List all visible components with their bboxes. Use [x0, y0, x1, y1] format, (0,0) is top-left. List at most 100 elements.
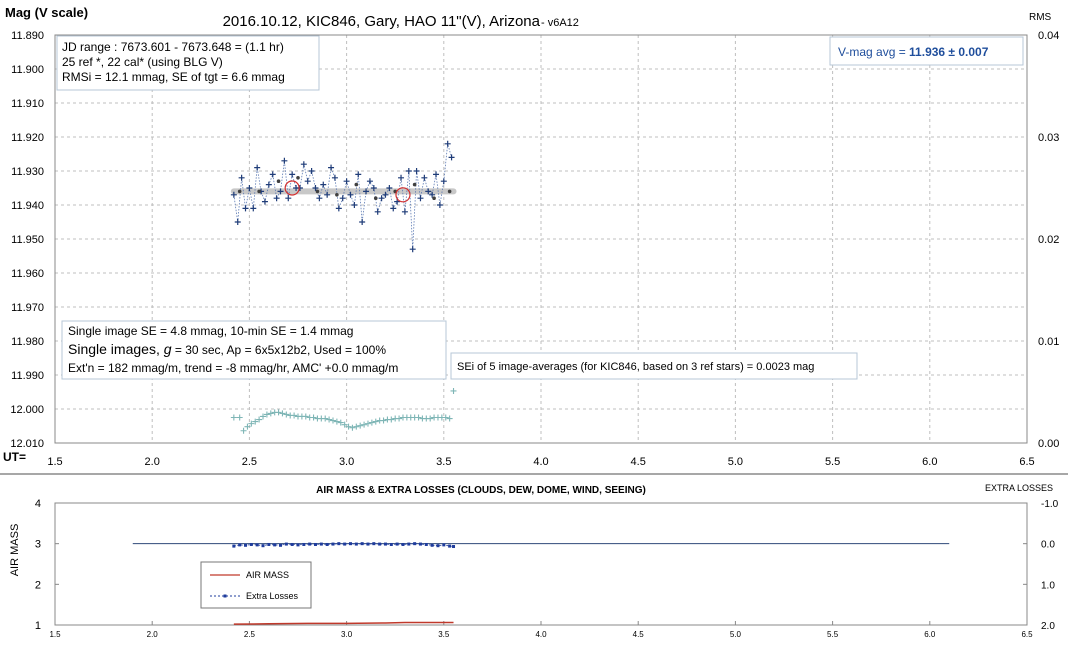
avg-point	[447, 189, 452, 194]
bottom-y2-tick-label: 2.0	[1041, 621, 1055, 632]
rms-point	[302, 413, 309, 420]
x-tick-label: 4.5	[631, 456, 646, 468]
mag-point	[269, 171, 276, 178]
mag-point	[320, 181, 327, 188]
mag-point	[331, 174, 338, 181]
top-grid	[54, 34, 1028, 444]
extra-losses-point	[249, 542, 253, 546]
y2-tick-label: 0.02	[1038, 234, 1059, 246]
rms-point	[256, 416, 263, 423]
avg-point	[373, 196, 378, 200]
mag-point	[250, 205, 257, 212]
mag-point	[316, 195, 323, 202]
rms-point	[442, 414, 449, 421]
extra-losses-point	[267, 542, 271, 546]
y-tick-label: 12.000	[10, 404, 44, 416]
mag-point	[351, 202, 358, 208]
bottom-y-axis-label: AIR MASS	[9, 524, 21, 577]
mag-point	[273, 195, 280, 202]
info-line: RMSi = 12.1 mmag, SE of tgt = 6.6 mmag	[62, 70, 285, 84]
rms-point	[388, 416, 395, 423]
extra-losses-point	[273, 543, 277, 547]
bottom-x-tick-label: 3.5	[438, 630, 450, 639]
mag-point	[242, 205, 249, 212]
mag-point	[421, 174, 428, 181]
mag-point	[366, 178, 373, 185]
mag-point	[417, 195, 424, 202]
chart-title: 2016.10.12, KIC846, Gary, HAO 11"(V), Ar…	[223, 13, 541, 30]
average-box: V-mag avg = 11.936 ± 0.007	[829, 36, 1024, 66]
x-tick-label: 3.5	[436, 456, 451, 468]
bottom-x-tick-label: 6.0	[924, 630, 936, 639]
bottom-x-tick-label: 5.5	[827, 630, 839, 639]
top-data-marks	[230, 140, 457, 434]
bottom-y2-tick-label: 0.0	[1041, 540, 1055, 551]
y2-tick-label: 0.00	[1038, 438, 1059, 450]
mag-point	[339, 195, 346, 202]
mag-point	[304, 178, 311, 185]
rms-point	[322, 415, 329, 422]
y2-axis-label: RMS	[1029, 12, 1052, 23]
extra-losses-point	[296, 543, 300, 547]
single-line-3: Ext'n = 182 mmag/m, trend = -8 mmag/hr, …	[68, 361, 398, 375]
mag-point	[390, 205, 397, 212]
mag-point	[444, 140, 451, 147]
bottom-x-tick-label: 5.0	[730, 630, 742, 639]
y2-tick-label: 0.03	[1038, 132, 1059, 144]
mag-point	[281, 157, 288, 164]
bottom-chart-title: AIR MASS & EXTRA LOSSES (CLOUDS, DEW, DO…	[316, 485, 646, 496]
rms-point	[260, 413, 267, 420]
extra-losses-point	[378, 542, 382, 546]
x-tick-label: 2.0	[145, 456, 160, 468]
rms-point	[244, 423, 251, 430]
mag-point	[382, 191, 389, 198]
single-line-2-g: g	[164, 341, 172, 357]
y-tick-label: 11.950	[11, 234, 44, 246]
y2-tick-label: 0.04	[1038, 30, 1059, 42]
y2-tick-label: 0.01	[1038, 336, 1059, 348]
rms-point	[329, 417, 336, 424]
y-tick-label: 11.980	[11, 336, 44, 348]
rms-point	[230, 414, 237, 421]
bottom-x-tick-label: 3.0	[341, 630, 353, 639]
bottom-y2-ticks: -1.0 0.0 1.0 2.0	[1023, 499, 1059, 632]
mag-point	[277, 188, 284, 195]
rms-point	[446, 415, 453, 422]
avg-point	[257, 189, 261, 194]
avg-point	[315, 189, 320, 194]
bottom-y-tick-label: 1	[35, 620, 41, 632]
x-tick-label: 2.5	[242, 456, 257, 468]
rms-point	[353, 423, 360, 430]
mag-point	[230, 191, 237, 198]
rms-point	[427, 415, 434, 422]
avg-value: 11.936	[909, 45, 945, 59]
extra-losses-point	[442, 543, 446, 547]
mag-point	[363, 188, 370, 195]
x-tick-label: 6.0	[922, 456, 937, 468]
rms-point	[291, 412, 298, 419]
mag-point	[234, 219, 241, 225]
bottom-x-tick-label: 4.0	[535, 630, 547, 639]
mag-point	[328, 164, 335, 171]
rms-point	[279, 410, 286, 417]
bottom-x-tick-label: 4.5	[633, 630, 645, 639]
extra-losses-point	[348, 542, 352, 546]
extra-losses-point	[308, 542, 312, 546]
bottom-y2-tick-label: -1.0	[1041, 499, 1059, 510]
info-line: 25 ref *, 22 cal* (using BLG V)	[62, 55, 223, 69]
extra-losses-point	[261, 544, 265, 548]
extra-losses-point	[325, 542, 329, 546]
svg-text:Single images, g = 30 sec, Ap: Single images, g = 30 sec, Ap = 6x5x12b2…	[68, 341, 386, 357]
bottom-y-tick-label: 4	[35, 498, 41, 510]
air-mass-line	[233, 621, 454, 625]
mag-point	[355, 171, 362, 178]
extra-losses-point	[452, 545, 456, 549]
mag-point	[386, 185, 393, 191]
mag-point	[398, 174, 405, 181]
extra-losses-point	[313, 542, 317, 546]
extra-losses-point	[424, 542, 428, 546]
extra-losses-point	[418, 542, 422, 546]
mag-point	[289, 171, 296, 178]
mag-point	[300, 161, 307, 168]
extra-losses-point	[337, 542, 341, 546]
